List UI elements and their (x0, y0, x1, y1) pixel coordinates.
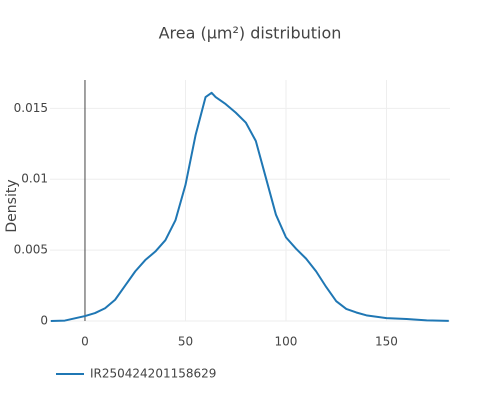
x-tick-label: 50 (178, 335, 193, 349)
x-tick-label: 150 (375, 335, 398, 349)
y-axis-label: Density (4, 179, 20, 232)
y-tick-label: 0.015 (14, 101, 48, 115)
x-tick-label: 0 (81, 335, 89, 349)
y-tick-label: 0.01 (21, 172, 48, 186)
chart-title: Area (μm²) distribution (159, 24, 342, 43)
legend-label: IR250424201158629 (90, 367, 216, 381)
x-tick-label: 100 (275, 335, 298, 349)
series-line (50, 91, 449, 322)
y-tick-label: 0 (40, 314, 48, 328)
y-tick-label: 0.005 (14, 243, 48, 257)
